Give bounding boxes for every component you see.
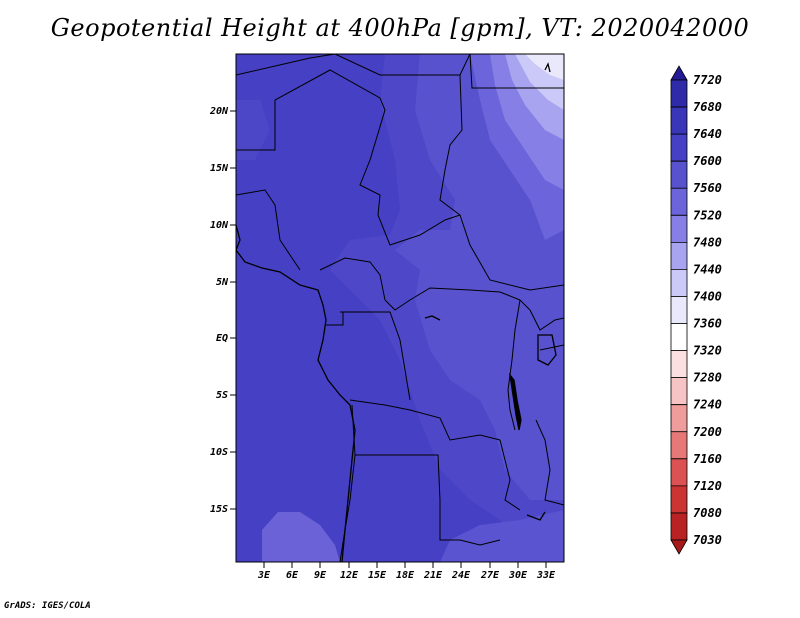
- legend-level-label: 7480: [693, 235, 722, 249]
- legend-swatch: [670, 214, 688, 243]
- legend-swatch: [670, 133, 688, 162]
- legend-level-label: 7640: [693, 127, 722, 141]
- legend-swatch: [670, 458, 688, 487]
- legend-level-label: 7320: [693, 344, 722, 358]
- legend-swatch: [670, 431, 688, 460]
- lat-label: 20N: [209, 106, 229, 117]
- legend-level-label: 7200: [693, 425, 722, 439]
- legend-swatch: [670, 65, 688, 81]
- lon-label: 12E: [340, 570, 359, 581]
- coastline: [236, 62, 557, 562]
- legend-swatch: [670, 512, 688, 541]
- lon-label: 6E: [286, 570, 299, 581]
- lat-label: 15N: [210, 163, 229, 174]
- legend-swatch: [670, 404, 688, 433]
- grads-credit: GrADS: IGES/COLA: [4, 601, 91, 611]
- lon-label: 18E: [396, 570, 415, 581]
- legend-labels: 7720 7680 7640 7600 7560 7520 7480 7440 7400 7360…: [693, 73, 722, 547]
- lat-label: EQ: [216, 333, 228, 344]
- lon-label: 24E: [451, 570, 471, 581]
- country-borders: [236, 54, 564, 562]
- legend-swatches: [670, 65, 688, 555]
- legend-swatch: [670, 377, 688, 406]
- lon-label: 21E: [423, 570, 443, 581]
- legend-level-label: 7560: [693, 181, 722, 195]
- legend-level-label: 7440: [693, 262, 722, 276]
- legend-swatch: [670, 269, 688, 297]
- map-title: Geopotential Height at 400hPa [gpm], VT:…: [50, 14, 750, 42]
- legend-level-label: 7030: [693, 533, 722, 547]
- legend-level-label: 7240: [693, 398, 722, 412]
- contour-patch-southeast: [440, 510, 564, 562]
- legend-swatch: [670, 485, 688, 514]
- lon-label: 15E: [368, 570, 387, 581]
- legend-level-label: 7080: [693, 506, 722, 520]
- lon-label: 27E: [480, 570, 500, 581]
- legend-level-label: 7720: [693, 73, 722, 87]
- lon-label: 30E: [508, 570, 528, 581]
- legend-swatch: [670, 79, 688, 108]
- legend-swatch: [670, 160, 688, 189]
- legend-level-label: 7360: [693, 317, 722, 331]
- legend-swatch: [670, 187, 688, 216]
- longitude-axis: 3E 6E 9E 12E 15E 18E 21E 24E 27E 30E 33E: [257, 562, 556, 581]
- lat-label: 10S: [210, 447, 228, 458]
- lat-label: 5S: [216, 390, 228, 401]
- lon-label: 33E: [536, 570, 556, 581]
- lat-label: 5N: [216, 277, 229, 288]
- contour-field: [236, 54, 564, 562]
- map-frame: [235, 53, 565, 563]
- legend-level-label: 7600: [693, 154, 722, 168]
- legend-level-label: 7520: [693, 208, 722, 222]
- legend-level-label: 7120: [693, 479, 722, 493]
- legend-swatch: [670, 350, 688, 379]
- legend-level-label: 7160: [693, 452, 722, 466]
- lon-label: 9E: [314, 570, 327, 581]
- lat-label: 15S: [210, 504, 228, 515]
- legend-level-label: 7400: [693, 289, 722, 303]
- legend-swatch: [670, 539, 688, 555]
- legend-level-label: 7680: [693, 100, 722, 114]
- lat-label: 10N: [210, 220, 229, 231]
- legend-level-label: 7280: [693, 371, 722, 385]
- legend-swatch: [670, 296, 688, 324]
- legend-swatch: [670, 241, 688, 270]
- contour-patch-southwest: [262, 512, 340, 562]
- lon-label: 3E: [257, 570, 271, 581]
- legend-swatch: [670, 106, 688, 135]
- legend-swatch: [670, 323, 688, 351]
- color-legend: 7720 7680 7640 7600 7560 7520 7480 7440 7400 7360…: [670, 65, 722, 555]
- contour-patch-west: [236, 100, 270, 160]
- latitude-axis: 20N 15N 10N 5N EQ 5S 10S 15S: [209, 106, 236, 515]
- contour-level-7360: [525, 54, 564, 80]
